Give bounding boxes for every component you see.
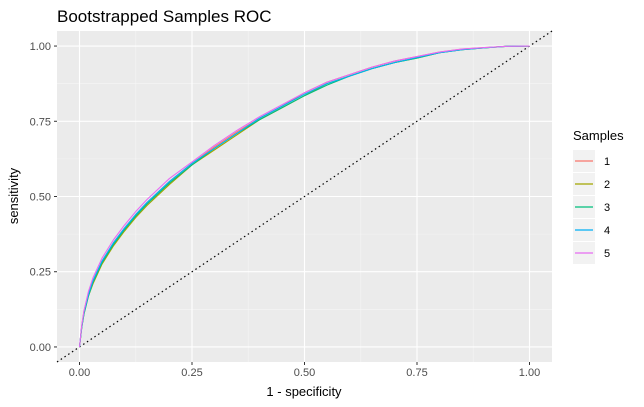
x-tick-label: 0.75 [406, 367, 427, 379]
y-tick-label: 0.75 [30, 116, 51, 128]
reference-diagonal-line [56, 30, 553, 363]
y-axis-label: sensitivity [6, 167, 21, 224]
x-axis: 0.00 0.25 0.50 0.75 1.00 [69, 362, 540, 379]
series-line-5 [78, 45, 530, 348]
x-tick-label: 1.00 [519, 367, 540, 379]
chart-title: Bootstrapped Samples ROC [57, 7, 272, 26]
y-tick-label: 0.00 [30, 342, 51, 354]
legend-label-5: 5 [604, 248, 610, 260]
series-lines [78, 45, 530, 348]
legend-title: Samples [573, 128, 624, 143]
y-tick-label: 0.50 [30, 192, 51, 204]
legend-label-3: 3 [604, 202, 610, 214]
legend: Samples 1 2 3 4 5 [573, 128, 624, 264]
legend-label-1: 1 [604, 156, 610, 168]
y-tick-label: 0.25 [30, 267, 51, 279]
x-tick-label: 0.25 [181, 367, 202, 379]
y-tick-label: 1.00 [30, 41, 51, 53]
legend-label-2: 2 [604, 179, 610, 191]
x-tick-label: 0.00 [69, 367, 90, 379]
series-line-4 [78, 45, 530, 348]
x-tick-label: 0.50 [294, 367, 315, 379]
x-axis-label: 1 - specificity [266, 384, 342, 399]
y-axis: 0.00 0.25 0.50 0.75 1.00 [30, 41, 57, 354]
legend-label-4: 4 [604, 225, 610, 237]
